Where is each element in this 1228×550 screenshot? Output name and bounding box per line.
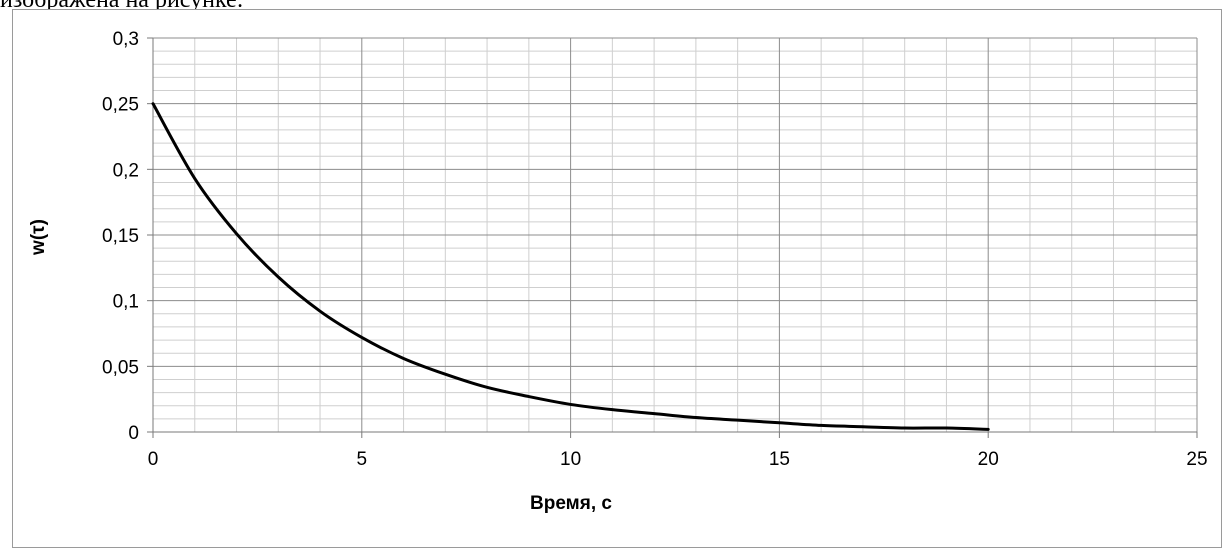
y-tick-label: 0,15	[102, 226, 139, 247]
x-tick-labels: 0 5 10 15 20 25	[148, 449, 1208, 470]
y-tick-label: 0,3	[113, 29, 139, 50]
x-tick-label: 20	[978, 449, 999, 470]
y-axis-title: w(τ)	[28, 219, 49, 256]
x-tick-label: 25	[1186, 449, 1207, 470]
y-tick-label: 0	[128, 423, 139, 444]
major-gridlines	[153, 37, 1198, 432]
x-axis-title: Время, с	[530, 493, 612, 514]
y-tick-label: 0,25	[102, 95, 139, 116]
axes	[147, 37, 1198, 438]
chart-frame	[12, 9, 1222, 548]
y-tick-labels: 0 0,05 0,1 0,15 0,2 0,25 0,3	[102, 29, 139, 444]
x-tick-label: 15	[769, 449, 790, 470]
x-tick-label: 5	[357, 449, 368, 470]
x-tick-label: 0	[148, 449, 159, 470]
series-line	[151, 102, 990, 431]
y-tick-label: 0,2	[113, 160, 139, 181]
series-layer	[151, 102, 990, 431]
x-tick-label: 10	[560, 449, 581, 470]
y-tick-label: 0,1	[113, 292, 139, 313]
y-tick-label: 0,05	[102, 357, 139, 378]
